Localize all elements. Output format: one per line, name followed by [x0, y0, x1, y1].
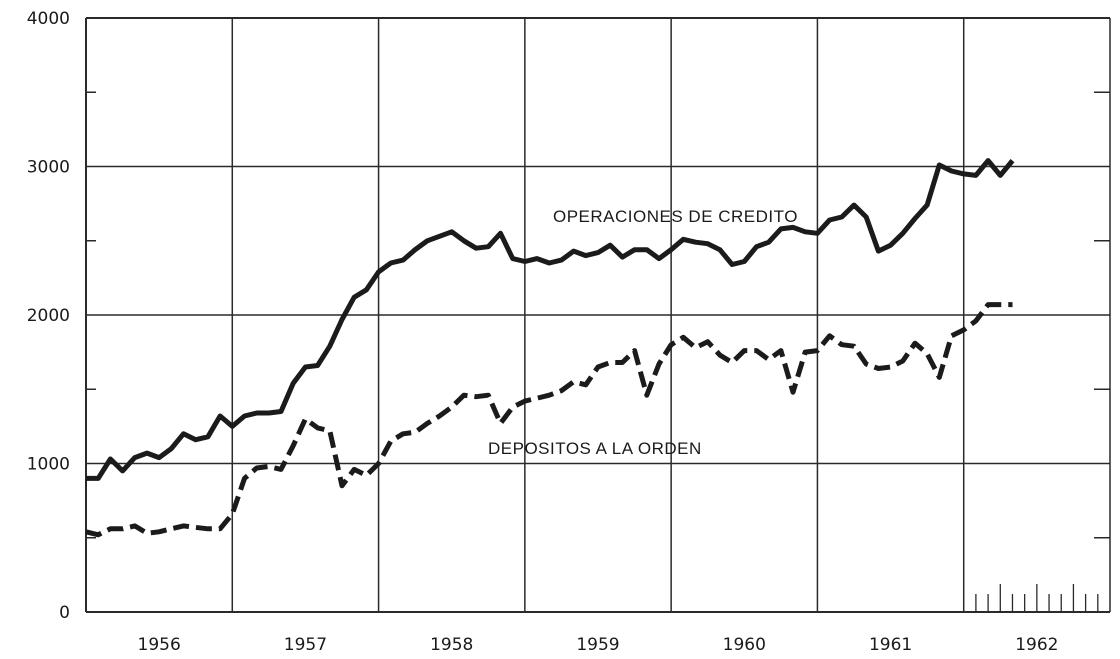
y-tick-label: 3000	[27, 158, 70, 178]
x-tick-label: 1957	[284, 635, 327, 655]
x-tick-label: 1959	[576, 635, 619, 655]
annotation-operaciones: OPERACIONES DE CREDITO	[553, 207, 798, 226]
x-tick-label: 1958	[430, 635, 473, 655]
x-tick-label: 1962	[1015, 635, 1058, 655]
y-tick-marks	[86, 91, 1110, 539]
y-axis-labels: 0 1000 2000 3000 4000	[27, 9, 70, 623]
y-tick-label: 0	[59, 603, 70, 623]
annotation-depositos: DEPOSITOS A LA ORDEN	[488, 439, 702, 458]
series-line-depositos	[85, 302, 1013, 538]
x-tick-label: 1956	[138, 635, 181, 655]
x-axis-labels: 1956 1957 1958 1959 1960 1961 1962	[138, 635, 1059, 655]
x-tick-label: 1960	[723, 635, 766, 655]
x-tick-label: 1961	[869, 635, 912, 655]
series-layer	[85, 158, 1015, 538]
grid	[85, 17, 1111, 613]
y-tick-label: 2000	[27, 306, 70, 326]
y-tick-label: 1000	[27, 455, 70, 475]
y-tick-label: 4000	[27, 9, 70, 29]
series-line-operaciones	[86, 158, 1015, 481]
bottom-minor-ticks	[975, 584, 1099, 612]
